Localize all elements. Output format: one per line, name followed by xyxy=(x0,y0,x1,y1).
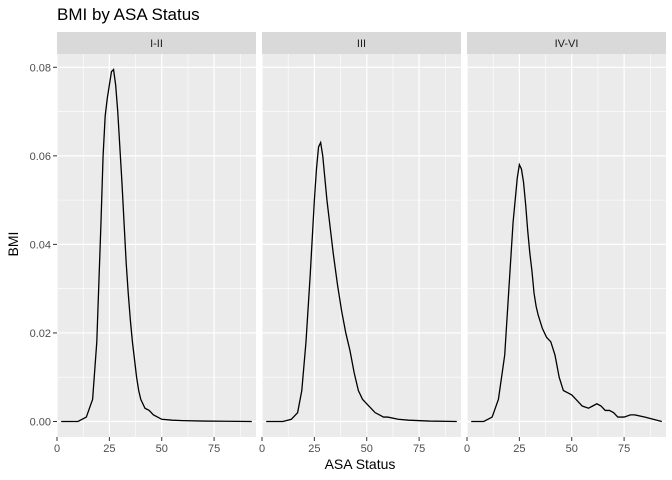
x-tick-label: 0 xyxy=(54,443,60,455)
panel-background xyxy=(57,54,256,437)
facet-strip-label: I-II xyxy=(150,38,163,50)
y-tick-labels: 0.00 0.02 0.04 0.06 0.08 xyxy=(30,62,57,429)
x-tick-label: 0 xyxy=(259,443,265,455)
x-tick-label: 50 xyxy=(156,443,168,455)
x-tick-label: 25 xyxy=(308,443,320,455)
facet-i-ii: I-II xyxy=(56,32,256,437)
y-tick-label: 0.06 xyxy=(30,151,51,163)
density-line-iv-vi xyxy=(471,162,662,423)
density-line-i-ii xyxy=(61,68,252,423)
x-tick-label: 75 xyxy=(208,443,220,455)
y-tick-label: 0.02 xyxy=(30,328,51,340)
x-tick-labels: 0 25 50 75 0 25 50 75 0 25 50 75 xyxy=(54,437,630,455)
x-tick-label: 75 xyxy=(618,443,630,455)
y-tick-label: 0.08 xyxy=(30,62,51,74)
chart-title: BMI by ASA Status xyxy=(57,5,200,24)
facet-strip-label: IV-VI xyxy=(555,38,579,50)
panel-background xyxy=(467,54,666,437)
x-tick-label: 25 xyxy=(103,443,115,455)
x-tick-label: 0 xyxy=(464,443,470,455)
panel-background xyxy=(262,54,461,437)
facet-strip-label: III xyxy=(357,38,366,50)
x-tick-label: 50 xyxy=(566,443,578,455)
facet-strip xyxy=(262,32,461,54)
x-tick-label: 50 xyxy=(361,443,373,455)
density-line-iii xyxy=(266,140,457,423)
facet-strip xyxy=(467,32,666,54)
facet-iv-vi: IV-VI xyxy=(466,32,666,437)
y-axis-title: BMI xyxy=(5,232,21,257)
x-tick-label: 25 xyxy=(513,443,525,455)
facet-iii: III xyxy=(261,32,461,437)
facet-panels: I-II III IV-VI xyxy=(56,32,666,437)
facet-strip xyxy=(57,32,256,54)
x-axis-title: ASA Status xyxy=(325,456,396,472)
y-tick-label: 0.04 xyxy=(30,239,51,251)
y-tick-label: 0.00 xyxy=(30,417,51,429)
x-tick-label: 75 xyxy=(413,443,425,455)
